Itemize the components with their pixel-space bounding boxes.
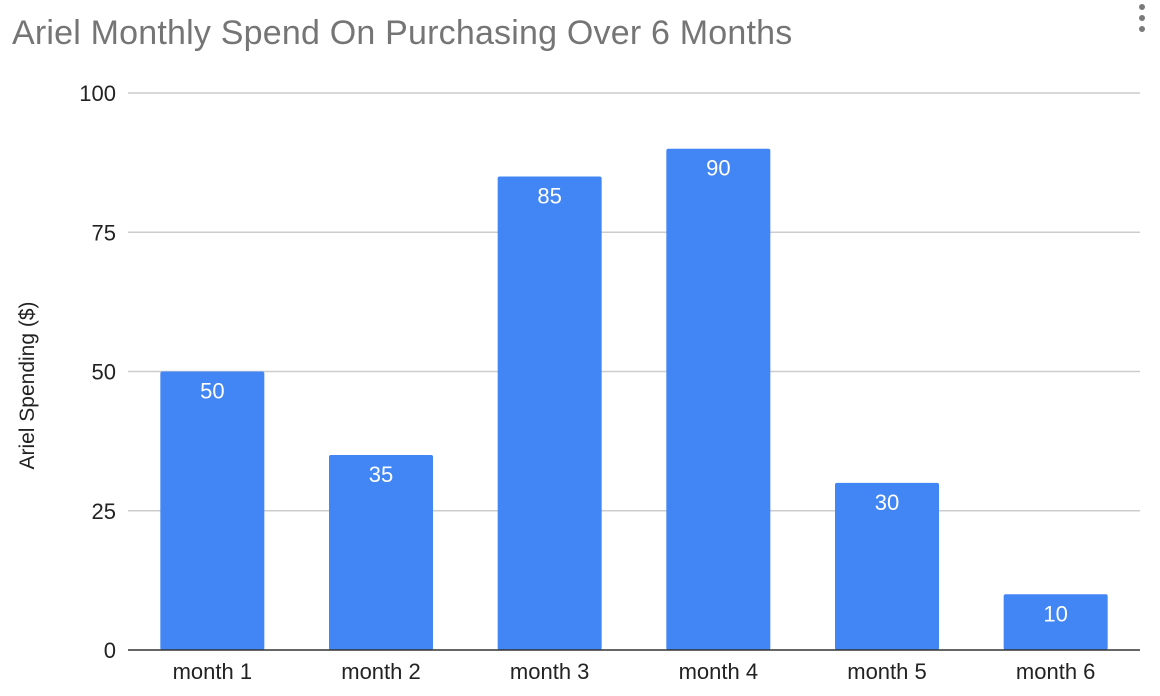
x-tick-label: month 2	[341, 659, 421, 684]
y-tick-label: 25	[92, 499, 116, 524]
bar-data-label: 50	[200, 379, 224, 404]
y-tick-label: 75	[92, 220, 116, 245]
x-tick-label: month 1	[173, 659, 253, 684]
bar-data-label: 90	[706, 156, 730, 181]
y-axis-title: Ariel Spending ($)	[16, 301, 39, 469]
bar	[835, 482, 939, 650]
x-tick-label: month 6	[1016, 659, 1096, 684]
bar-data-label: 85	[537, 184, 561, 209]
gridlines	[128, 92, 1140, 512]
bar	[666, 148, 771, 650]
menu-dot	[1139, 4, 1145, 10]
x-tick-label: month 4	[679, 659, 759, 684]
x-tick-label: month 3	[510, 659, 590, 684]
bar-data-labels: 50 35 85 90 30 10	[200, 156, 1068, 627]
bar	[160, 371, 265, 650]
chart-title: Ariel Monthly Spend On Purchasing Over 6…	[12, 14, 793, 52]
y-tick-label: 0	[104, 638, 116, 663]
bar	[1003, 594, 1108, 650]
bar-data-label: 35	[369, 462, 393, 487]
menu-dot	[1139, 26, 1145, 32]
more-vert-icon[interactable]	[1138, 4, 1146, 40]
bar-data-label: 30	[875, 490, 899, 515]
y-tick-labels: 0 25 50 75 100	[79, 81, 116, 663]
bar	[329, 455, 433, 650]
y-tick-label: 50	[92, 360, 116, 385]
bar-data-label: 10	[1043, 601, 1067, 626]
menu-dot	[1139, 15, 1145, 21]
x-tick-label: month 5	[847, 659, 927, 684]
x-tick-labels: month 1 month 2 month 3 month 4 month 5 month…	[173, 659, 1096, 684]
y-tick-label: 100	[79, 81, 116, 106]
bars	[160, 148, 1108, 651]
bar	[497, 176, 602, 651]
